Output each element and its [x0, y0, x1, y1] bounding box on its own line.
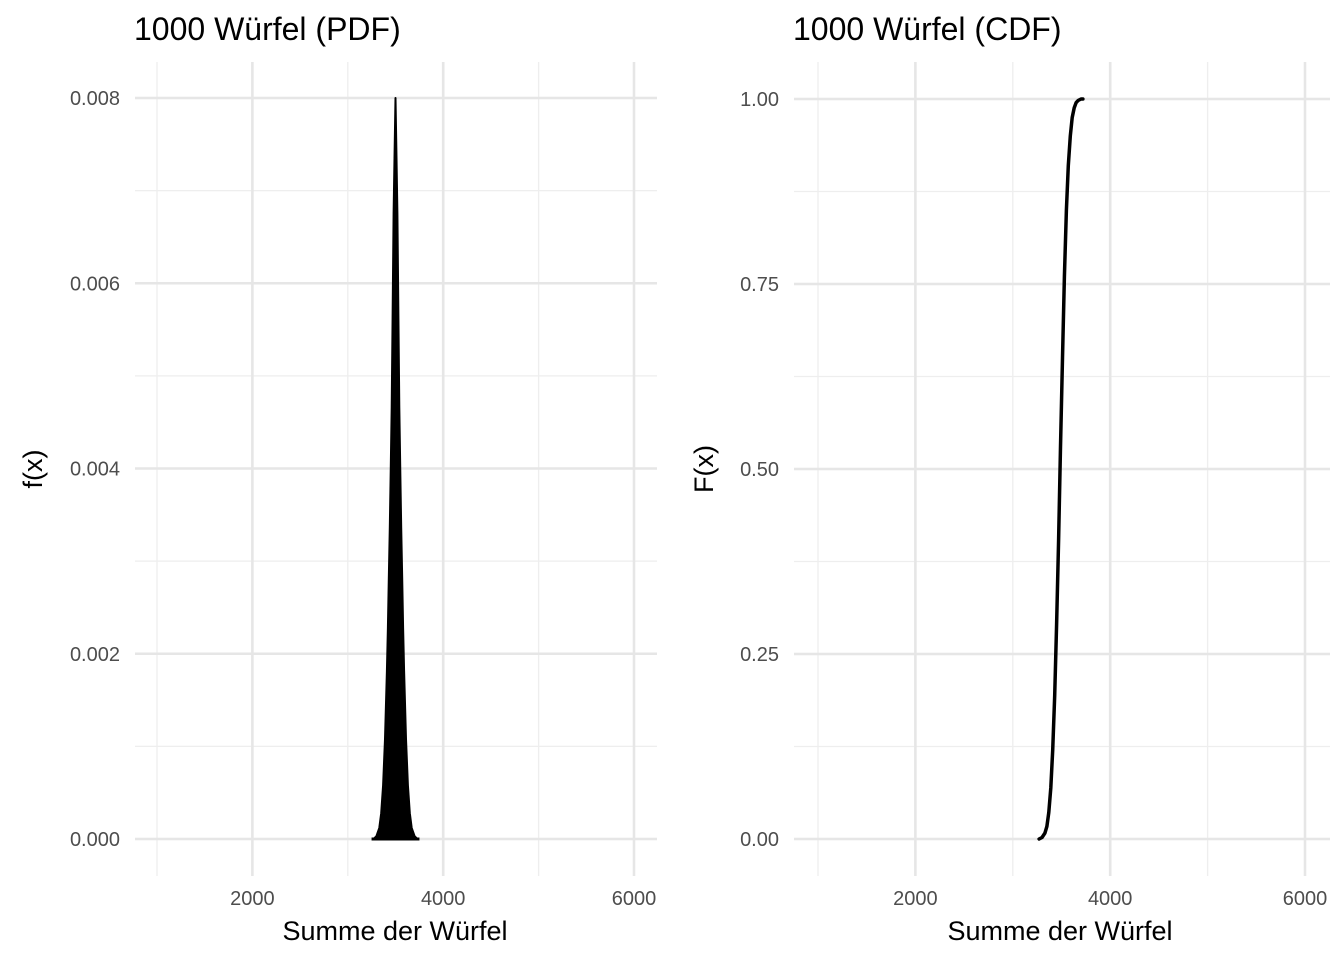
y-axis-title: F(x): [689, 445, 719, 493]
x-tick-label: 2000: [893, 888, 938, 910]
x-tick-label: 6000: [1283, 888, 1328, 910]
x-tick-label: 2000: [230, 888, 275, 910]
y-tick-label: 0.25: [740, 644, 779, 666]
y-axis-title: f(x): [18, 450, 48, 489]
pdf-area: [372, 97, 419, 840]
marks: [371, 97, 420, 841]
x-axis-title: Summe der Würfel: [947, 916, 1172, 946]
panel-title: 1000 Würfel (PDF): [134, 11, 401, 47]
y-tick-label: 0.008: [70, 88, 120, 110]
x-tick-label: 6000: [612, 888, 657, 910]
y-tick-label: 0.004: [70, 459, 120, 481]
y-tick-label: 1.00: [740, 89, 779, 111]
marks: [1037, 97, 1085, 841]
x-tick-label: 4000: [1088, 888, 1133, 910]
grid: [794, 62, 1330, 876]
pdf-panel: 1000 Würfel (PDF) 2000 4000 6000 0.000 0.002…: [18, 11, 657, 946]
y-tick-label: 0.002: [70, 644, 120, 666]
tick-labels: 2000 4000 6000 0.000 0.002 0.004 0.006 0.008: [70, 88, 656, 910]
cdf-panel: 1000 Würfel (CDF) 2000 4000 6000 0.00 0.25 0.…: [689, 11, 1330, 946]
x-axis-title: Summe der Würfel: [282, 916, 507, 946]
tick-labels: 2000 4000 6000 0.00 0.25 0.50 0.75 1.00: [740, 89, 1327, 910]
y-tick-label: 0.75: [740, 274, 779, 296]
x-tick-label: 4000: [421, 888, 466, 910]
y-tick-label: 0.006: [70, 273, 120, 295]
y-tick-label: 0.000: [70, 829, 120, 851]
panel-title: 1000 Würfel (CDF): [793, 11, 1062, 47]
cdf-line: [1037, 97, 1085, 841]
y-tick-label: 0.50: [740, 459, 779, 481]
y-tick-label: 0.00: [740, 829, 779, 851]
